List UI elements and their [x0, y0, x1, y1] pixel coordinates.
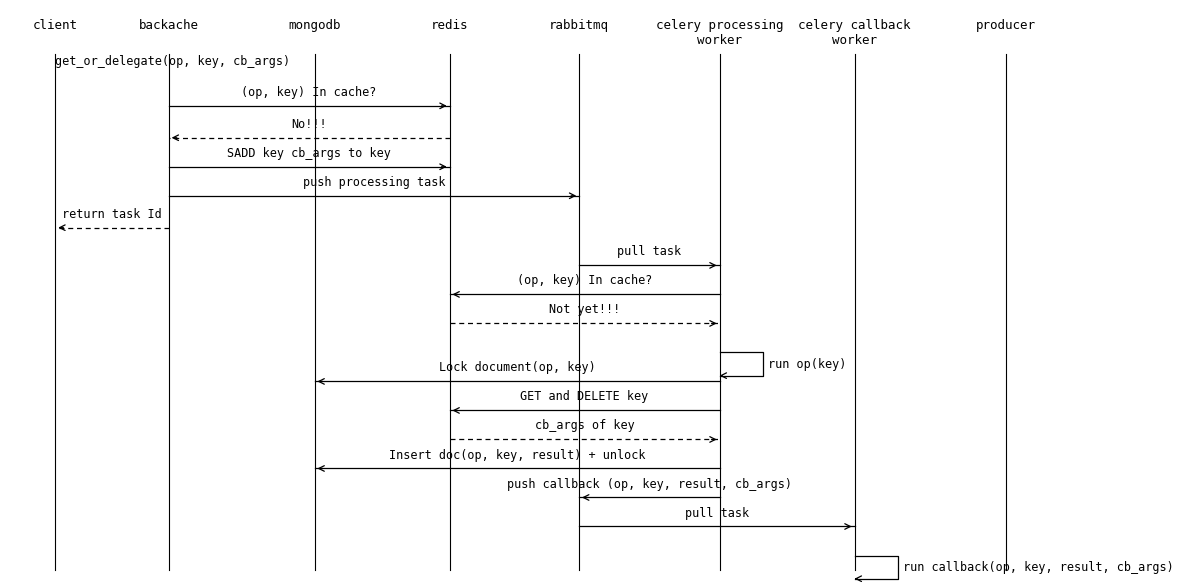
Text: run op(key): run op(key): [768, 357, 846, 371]
Text: redis: redis: [431, 19, 468, 32]
Text: pull task: pull task: [685, 507, 749, 519]
Text: backache: backache: [139, 19, 199, 32]
Text: push callback (op, key, result, cb_args): push callback (op, key, result, cb_args): [506, 477, 792, 490]
Text: GET and DELETE key: GET and DELETE key: [521, 391, 649, 403]
Text: celery callback
worker: celery callback worker: [798, 19, 911, 47]
Text: producer: producer: [976, 19, 1036, 32]
Text: cb_args of key: cb_args of key: [535, 420, 635, 433]
Text: Insert doc(op, key, result) + unlock: Insert doc(op, key, result) + unlock: [389, 448, 646, 462]
Text: Lock document(op, key): Lock document(op, key): [439, 361, 595, 374]
Text: rabbitmq: rabbitmq: [550, 19, 610, 32]
Text: Not yet!!!: Not yet!!!: [548, 303, 620, 317]
Text: client: client: [32, 19, 78, 32]
Text: SADD key cb_args to key: SADD key cb_args to key: [227, 147, 391, 160]
Text: run callback(op, key, result, cb_args): run callback(op, key, result, cb_args): [904, 561, 1174, 574]
Text: pull task: pull task: [617, 245, 682, 258]
Text: push processing task: push processing task: [302, 176, 445, 189]
Text: (op, key) In cache?: (op, key) In cache?: [517, 275, 653, 287]
Text: No!!!: No!!!: [292, 118, 326, 131]
Text: mongodb: mongodb: [288, 19, 341, 32]
Text: get_or_delegate(op, key, cb_args): get_or_delegate(op, key, cb_args): [55, 55, 290, 68]
Text: return task Id: return task Id: [62, 208, 162, 221]
Text: (op, key) In cache?: (op, key) In cache?: [241, 86, 377, 99]
Text: celery processing
worker: celery processing worker: [655, 19, 784, 47]
